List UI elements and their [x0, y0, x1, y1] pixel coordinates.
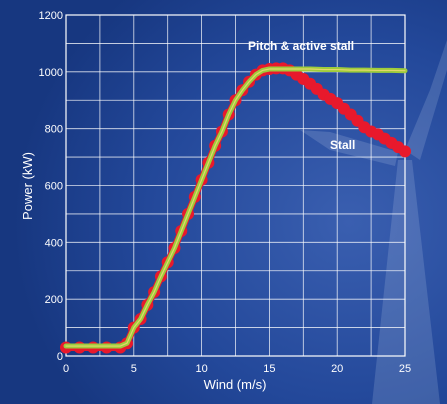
- y-tick-label: 600: [45, 181, 63, 193]
- series-layer: [60, 62, 411, 354]
- x-axis-label: Wind (m/s): [204, 377, 267, 392]
- annotation-stall: Stall: [330, 138, 355, 152]
- y-tick-label: 0: [57, 351, 63, 363]
- x-tick-label: 25: [399, 363, 411, 375]
- y-tick-label: 1200: [39, 10, 63, 22]
- x-tick-label: 10: [195, 363, 207, 375]
- x-tick-label: 0: [63, 363, 69, 375]
- x-tick-label: 15: [263, 363, 275, 375]
- tick-labels: 0 5 10 15 20 25 0 200 400 600 800 1000 1200: [39, 10, 412, 375]
- x-tick-label: 5: [131, 363, 137, 375]
- y-tick-label: 400: [45, 237, 63, 249]
- y-tick-label: 1000: [39, 67, 63, 79]
- data-point-stall: [399, 145, 411, 158]
- x-tick-label: 20: [331, 363, 343, 375]
- y-axis-label: Power (kW): [20, 152, 35, 220]
- series-line-pitch-highlight: [65, 68, 406, 347]
- y-tick-label: 800: [45, 124, 63, 136]
- y-tick-label: 200: [45, 294, 63, 306]
- annotation-pitch-active-stall: Pitch & active stall: [248, 39, 354, 53]
